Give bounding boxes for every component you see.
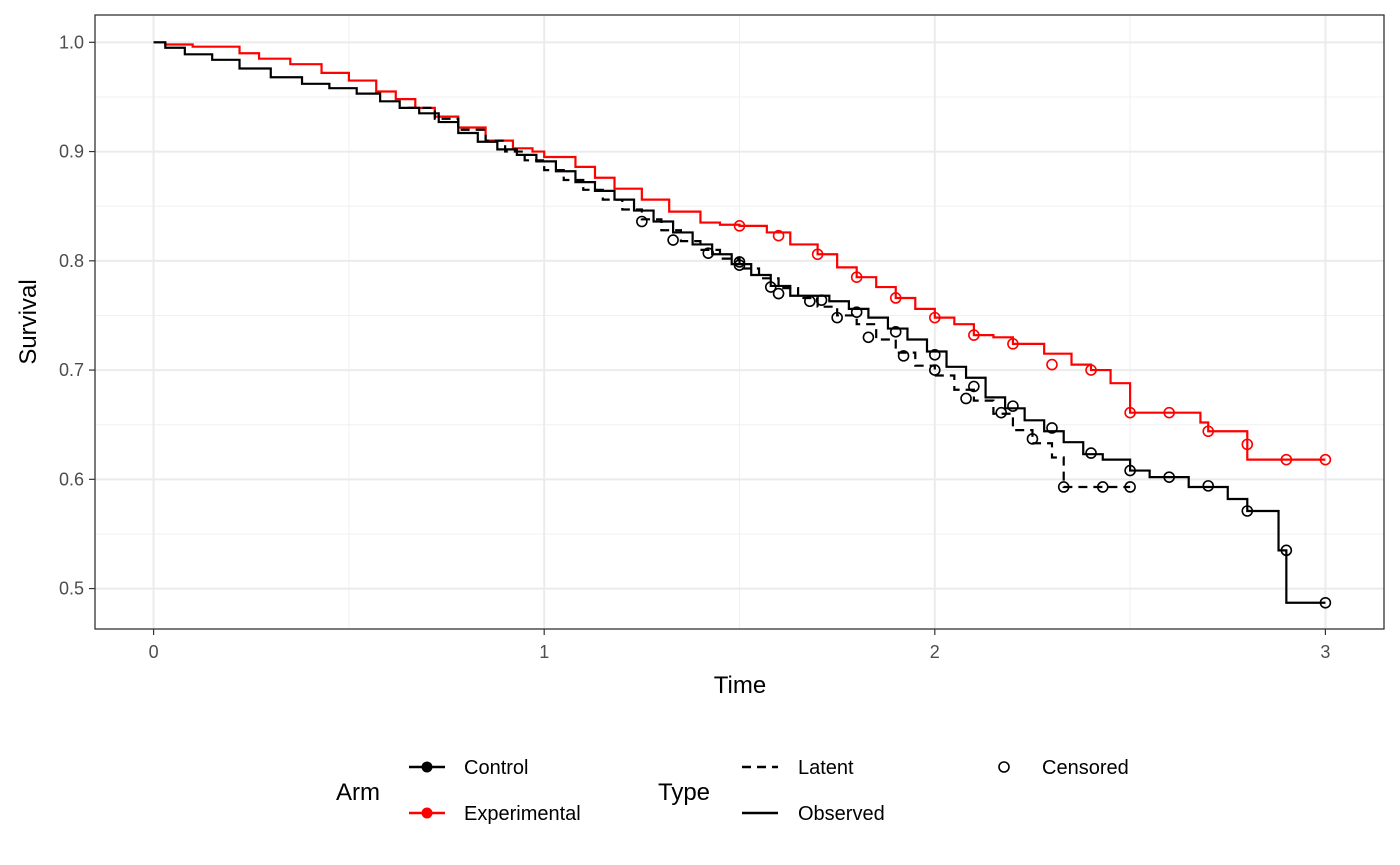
axis-ticks: 0 1 2 3 0.5 0.6 0.7 0.8 0.9 1.0 bbox=[59, 32, 1330, 662]
legend-label-experimental: Experimental bbox=[464, 803, 581, 825]
experimental-censor-marker bbox=[1163, 406, 1175, 419]
experimental-censor-marker bbox=[929, 311, 941, 324]
control-censor-marker bbox=[1124, 481, 1136, 493]
x-tick-label: 2 bbox=[930, 642, 940, 662]
legend-label-censored: Censored bbox=[1042, 757, 1129, 779]
control-censor-marker bbox=[831, 311, 843, 324]
experimental-censor-marker bbox=[1124, 406, 1136, 419]
control-censor-marker bbox=[929, 364, 941, 376]
legend-type-title: Type bbox=[658, 779, 710, 806]
legend-key-control-dot bbox=[421, 761, 433, 773]
control-censor-marker bbox=[1085, 447, 1097, 459]
x-tick-label: 0 bbox=[149, 642, 159, 662]
control-censor-marker bbox=[702, 247, 715, 259]
legend: Arm Control Experimental Type Latent Obs… bbox=[336, 757, 1129, 825]
legend-item-observed: Observed bbox=[742, 803, 885, 825]
control-censor-marker bbox=[667, 234, 679, 246]
plot-panel-border bbox=[94, 14, 1385, 630]
control-censor-marker bbox=[960, 392, 972, 405]
control-censor-marker bbox=[1124, 464, 1136, 477]
x-tick-label: 3 bbox=[1320, 642, 1330, 662]
grid-lines bbox=[95, 15, 1384, 629]
control-censor-marker bbox=[968, 380, 980, 393]
experimental-censor-marker bbox=[1319, 453, 1332, 466]
control-censor-marker bbox=[1163, 471, 1175, 483]
experimental-censor-marker bbox=[811, 248, 824, 261]
experimental-censor-marker bbox=[1280, 453, 1293, 466]
experimental-censor-marker bbox=[1202, 425, 1215, 438]
experimental-censor-marker bbox=[1085, 364, 1097, 376]
control-censor-marker bbox=[804, 295, 816, 308]
legend-key-censored-circle bbox=[998, 761, 1010, 773]
control-latent-curve bbox=[407, 106, 1131, 489]
legend-item-experimental: Experimental bbox=[409, 803, 581, 825]
control-censor-marker bbox=[1096, 481, 1109, 493]
experimental-censor-marker bbox=[772, 229, 785, 242]
control-censor-marker bbox=[815, 294, 828, 306]
legend-arm-title: Arm bbox=[336, 779, 380, 806]
legend-label-control: Control bbox=[464, 757, 528, 779]
control-censor-marker bbox=[897, 350, 910, 362]
y-tick-label: 1.0 bbox=[59, 32, 84, 52]
control-censor-marker bbox=[764, 281, 777, 293]
control-censor-marker bbox=[1319, 596, 1332, 609]
experimental-censor-marker bbox=[1046, 358, 1058, 371]
legend-key-experimental-dot bbox=[421, 807, 433, 819]
experimental-censor-marker bbox=[1241, 438, 1254, 451]
control-censor-marker bbox=[1241, 505, 1254, 517]
y-tick-label: 0.7 bbox=[59, 360, 84, 380]
control-censor-marker bbox=[1202, 480, 1215, 492]
legend-label-observed: Observed bbox=[798, 803, 885, 825]
control-censor-marker bbox=[862, 331, 875, 344]
control-censor-marker bbox=[929, 348, 941, 361]
control-censor-marker bbox=[1026, 433, 1039, 445]
legend-item-control: Control bbox=[409, 757, 528, 779]
control-censor-marker bbox=[1007, 400, 1019, 412]
control-observed-curve bbox=[153, 41, 1326, 604]
control-censor-marker bbox=[636, 215, 648, 228]
control-censor-marker bbox=[733, 259, 746, 271]
control-censor-marker bbox=[995, 406, 1008, 419]
control-censor-marker bbox=[850, 306, 863, 318]
legend-item-latent: Latent bbox=[742, 757, 854, 779]
control-censor-marker bbox=[733, 256, 746, 268]
y-tick-label: 0.5 bbox=[59, 579, 84, 599]
control-censor-marker bbox=[1280, 544, 1293, 557]
experimental-censor-marker bbox=[1007, 338, 1019, 350]
y-tick-label: 0.6 bbox=[59, 469, 84, 489]
y-tick-label: 0.8 bbox=[59, 251, 84, 271]
control-censor-marker bbox=[772, 287, 785, 300]
survival-curves bbox=[153, 41, 1326, 604]
x-axis-title: Time bbox=[714, 672, 766, 699]
x-tick-label: 1 bbox=[539, 642, 549, 662]
control-censor-marker bbox=[1057, 481, 1070, 493]
experimental-censor-marker bbox=[889, 292, 902, 304]
legend-label-latent: Latent bbox=[798, 757, 854, 779]
y-axis-title: Survival bbox=[15, 279, 42, 364]
y-tick-label: 0.9 bbox=[59, 142, 84, 162]
experimental-censor-marker bbox=[968, 329, 980, 341]
control-censor-marker bbox=[889, 326, 902, 338]
censor-markers bbox=[636, 215, 1332, 609]
experimental-censor-marker bbox=[850, 271, 863, 284]
legend-item-censored: Censored bbox=[998, 757, 1129, 779]
experimental-censor-marker bbox=[733, 220, 746, 232]
experimental-observed-curve bbox=[153, 41, 1326, 461]
control-censor-marker bbox=[1046, 422, 1058, 434]
